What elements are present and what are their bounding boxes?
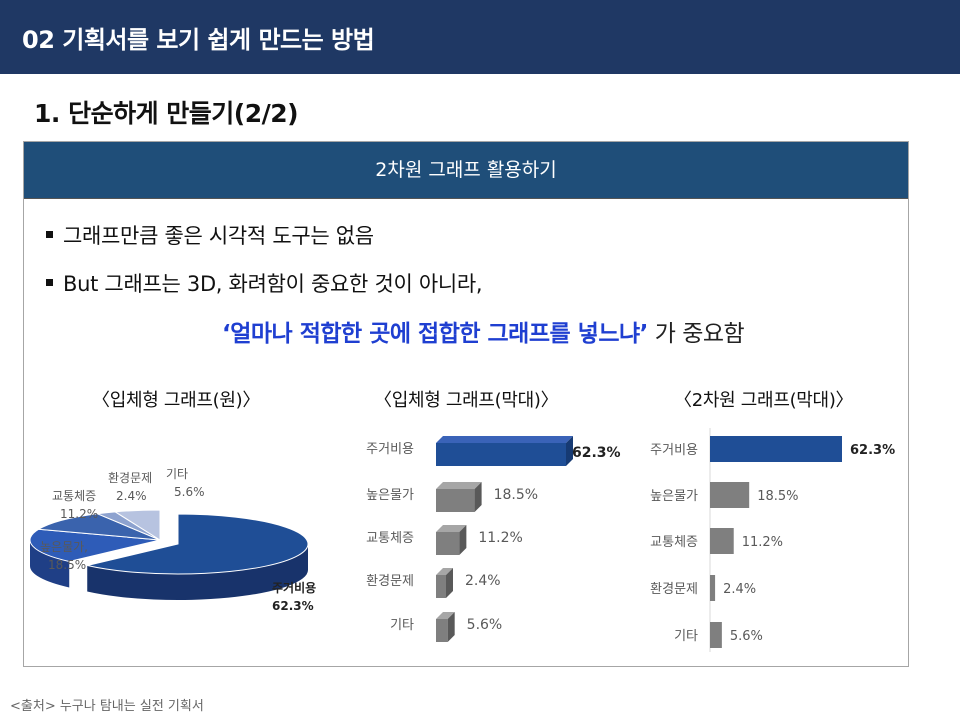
- bar2d-bar: [710, 528, 734, 554]
- bar2d-category-label: 교통체증: [650, 535, 698, 550]
- pie-data-label: 기타: [166, 467, 188, 481]
- content-box-title: 2차원 그래프 활용하기: [24, 142, 908, 199]
- bar3d-value-label: 2.4%: [465, 573, 501, 589]
- bar3d-category-label: 기타: [390, 618, 414, 633]
- bar2d-bar: [710, 482, 750, 508]
- bar2d-chart: 주거비용 62.3% 높은물가 18.5% 교통체증 11.2% 환경문제 2.4% 기타 5.6…: [650, 428, 895, 652]
- pie-data-label: 11.2%: [60, 507, 98, 521]
- bar2d-category-label: 환경문제: [650, 582, 698, 597]
- bar3d-side: [566, 436, 573, 466]
- bar3d-front: [436, 443, 566, 466]
- bar2d-category-label: 주거비용: [650, 443, 698, 458]
- pie-data-label: 주거비용: [272, 580, 316, 595]
- pie-slice: [87, 513, 309, 575]
- bar3d-side: [474, 482, 482, 512]
- pie-data-label: 18.5%: [48, 558, 86, 572]
- bar3d-top: [436, 568, 453, 575]
- bar3d-side: [459, 525, 467, 555]
- bar3d-front: [436, 619, 448, 642]
- bar2d-value-label: 18.5%: [757, 489, 798, 504]
- bar2d-value-label: 11.2%: [742, 535, 783, 550]
- bar3d-chart-title: 〈입체형 그래프(막대)〉: [374, 390, 559, 411]
- bar2d-value-label: 62.3%: [850, 443, 895, 458]
- pie-data-label: 높은물가,: [40, 540, 88, 554]
- bar3d-top: [436, 525, 467, 532]
- bar3d-value-label: 5.6%: [467, 617, 503, 633]
- source-note: <출처> 누구나 탐내는 실전 기획서: [10, 699, 204, 714]
- emphasis-line: ‘얼마나 적합한 곳에 접합한 그래프를 넣느냐’ 가 중요함: [222, 314, 745, 348]
- bullet-square-icon: [46, 230, 53, 238]
- pie-chart: 주거비용 62.3% 높은물가, 18.5% 교통체증 11.2% 환경문제 2.4% 기타 5.…: [29, 467, 316, 613]
- pie-slice: [36, 513, 161, 541]
- bullet-item: 그래프만큼 좋은 시각적 도구는 없음: [46, 220, 374, 250]
- bar3d-category-label: 주거비용: [366, 442, 414, 457]
- bar3d-front: [436, 532, 460, 555]
- header-title: 02 기획서를 보기 쉽게 만드는 방법: [22, 26, 375, 54]
- bar2d-bar: [710, 622, 722, 648]
- pie-data-label: 환경문제: [108, 471, 152, 485]
- bullet-text: 그래프만큼 좋은 시각적 도구는 없음: [63, 224, 374, 248]
- bar2d-bar: [710, 436, 842, 462]
- bar3d-category-label: 환경문제: [366, 574, 414, 589]
- content-box: 2차원 그래프 활용하기 그래프만큼 좋은 시각적 도구는 없음 But 그래프…: [23, 141, 909, 667]
- bar3d-front: [436, 489, 475, 512]
- pie-data-label: 62.3%: [272, 599, 314, 613]
- bar3d-value-label: 62.3%: [572, 445, 621, 461]
- bullet-item: But 그래프는 3D, 화려함이 중요한 것이 아니라,: [46, 268, 483, 298]
- pie-data-label: 2.4%: [116, 489, 147, 503]
- bar2d-chart-title: 〈2차원 그래프(막대)〉: [674, 390, 854, 411]
- bar2d-value-label: 2.4%: [723, 582, 756, 597]
- pie-data-label: 교통체증: [52, 489, 96, 503]
- bar3d-top: [436, 482, 482, 489]
- bar3d-front: [436, 575, 446, 598]
- bar2d-value-label: 5.6%: [730, 629, 763, 644]
- bar2d-category-label: 높은물가: [650, 489, 698, 504]
- bar3d-side: [446, 568, 453, 598]
- pie-slice: [113, 509, 161, 541]
- bar3d-category-label: 높은물가: [366, 488, 414, 503]
- bar3d-side: [447, 612, 455, 642]
- bar3d-top: [436, 436, 573, 443]
- pie-slice-side: [87, 544, 308, 601]
- pie-data-label: 5.6%: [174, 485, 205, 499]
- emphasis-text: ‘얼마나 적합한 곳에 접합한 그래프를 넣느냐’: [222, 321, 648, 347]
- bar2d-category-label: 기타: [674, 629, 698, 644]
- bar2d-bar: [710, 575, 716, 601]
- emphasis-tail: 가 중요함: [647, 321, 745, 347]
- bar3d-category-label: 교통체증: [366, 531, 414, 546]
- section-subtitle: 1. 단순하게 만들기(2/2): [34, 99, 299, 128]
- header-bar: 02 기획서를 보기 쉽게 만드는 방법: [0, 0, 960, 74]
- bar3d-chart: 주거비용 62.3% 높은물가 18.5% 교통체증 11.2% 환경문제 2.4% 기타 5.6…: [366, 436, 621, 642]
- bullet-text: But 그래프는 3D, 화려함이 중요한 것이 아니라,: [63, 272, 483, 296]
- bar3d-top: [436, 612, 455, 619]
- bar3d-value-label: 18.5%: [494, 487, 538, 503]
- pie-chart-title: 〈입체형 그래프(원)〉: [92, 390, 261, 411]
- bullet-square-icon: [46, 278, 53, 286]
- bar3d-value-label: 11.2%: [478, 530, 522, 546]
